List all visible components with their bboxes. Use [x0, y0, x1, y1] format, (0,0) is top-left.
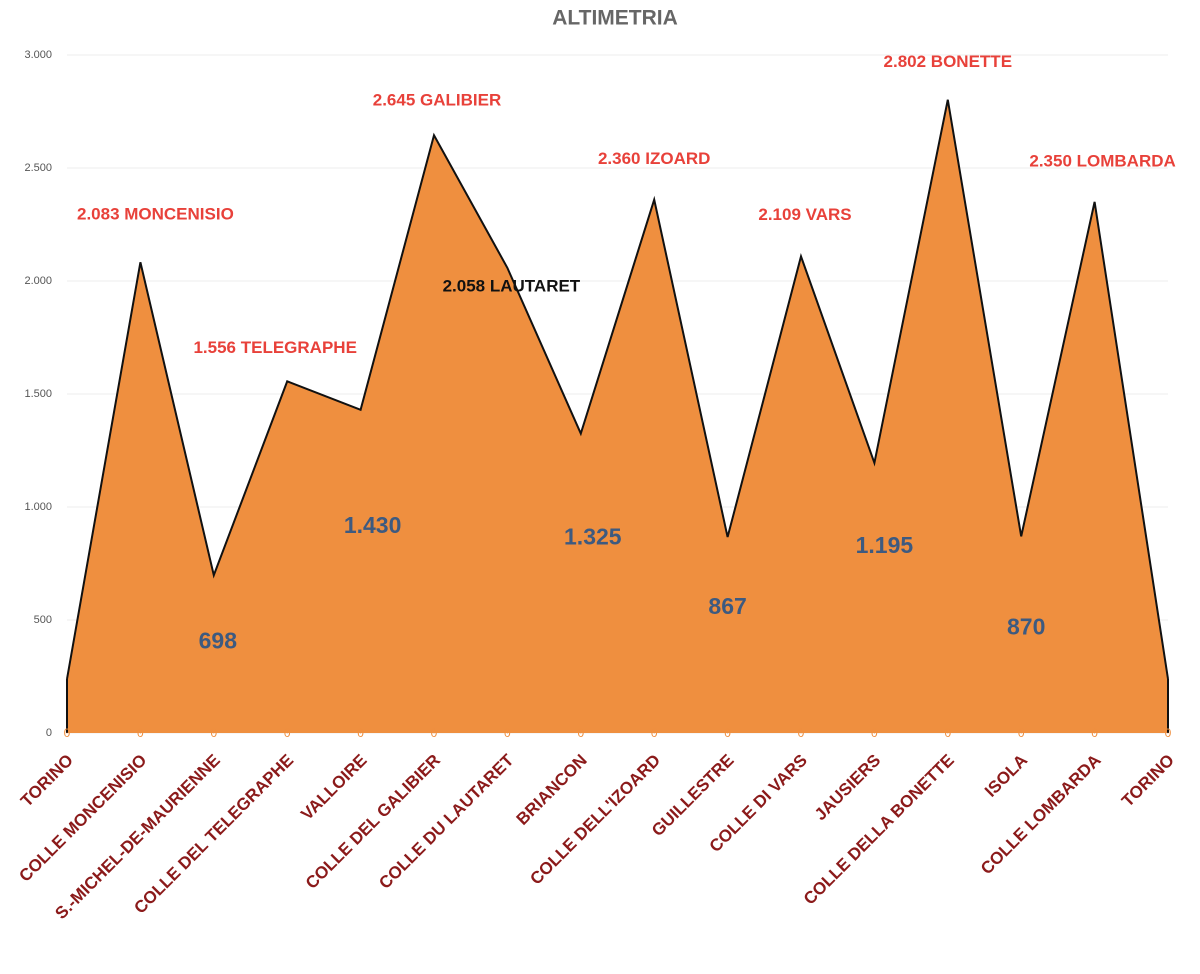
data-label: 1.430 — [344, 512, 402, 538]
data-label: 870 — [1007, 613, 1045, 639]
data-label: 1.325 — [564, 524, 622, 550]
data-label: 2.645 GALIBIER — [373, 91, 502, 110]
data-label: 2.083 MONCENISIO — [77, 205, 234, 224]
baseline-label: 0 — [1018, 726, 1025, 740]
data-label: 2.058 LAUTARET — [443, 276, 581, 295]
baseline-point — [139, 732, 141, 734]
data-label: 2.350 LOMBARDA — [1029, 151, 1175, 170]
baseline-point — [213, 732, 215, 734]
y-tick-label: 500 — [34, 614, 52, 626]
area — [67, 99, 1168, 734]
x-tick-label: ISOLA — [981, 751, 1031, 801]
data-label: 867 — [708, 593, 746, 619]
baseline-label: 0 — [431, 726, 438, 740]
baseline-label: 0 — [1165, 726, 1172, 740]
data-label: 1.556 TELEGRAPHE — [193, 338, 356, 357]
data-label: 698 — [199, 627, 238, 653]
x-tick-label: JAUSIERS — [811, 751, 885, 825]
y-tick-label: 3.000 — [24, 49, 52, 61]
x-tick-label: COLLE MONCENISIO — [15, 751, 150, 886]
y-tick-label: 2.000 — [24, 275, 52, 287]
baseline-point — [1094, 732, 1096, 734]
area-outline — [66, 99, 1169, 680]
x-tick-label: VALLOIRE — [297, 751, 370, 824]
baseline-label: 0 — [577, 726, 584, 740]
x-tick-label: TORINO — [1118, 751, 1178, 811]
baseline-point — [1020, 732, 1022, 734]
baseline-label: 0 — [798, 726, 805, 740]
x-tick-label: COLLE LOMBARDA — [977, 751, 1105, 879]
data-label: 1.195 — [856, 532, 914, 558]
baseline-label: 0 — [64, 726, 71, 740]
baseline-label: 0 — [137, 726, 144, 740]
baseline-label: 0 — [504, 726, 511, 740]
baseline-point — [653, 732, 655, 734]
chart-title: ALTIMETRIA — [552, 7, 678, 30]
baseline-point — [66, 732, 68, 734]
baseline-point — [286, 732, 288, 734]
y-tick-label: 0 — [46, 727, 52, 739]
baseline-point — [580, 732, 582, 734]
y-tick-label: 2.500 — [24, 162, 52, 174]
baseline-point — [1167, 732, 1169, 734]
x-tick-label: COLLE DELL'IZOARD — [526, 751, 664, 889]
baseline-label: 0 — [944, 726, 951, 740]
x-tick-label: COLLE DU LAUTARET — [375, 750, 518, 893]
baseline-label: 0 — [357, 726, 364, 740]
baseline-label: 0 — [284, 726, 291, 740]
baseline-label: 0 — [651, 726, 658, 740]
baseline-point — [947, 732, 949, 734]
x-tick-label: COLLE DEL GALIBIER — [302, 751, 444, 893]
baseline-label: 0 — [1091, 726, 1098, 740]
data-label: 2.109 VARS — [758, 205, 851, 224]
baseline-point — [800, 732, 802, 734]
x-tick-label: COLLE DEL TELEGRAPHE — [130, 751, 297, 918]
baseline-point — [727, 732, 729, 734]
baseline-point — [360, 732, 362, 734]
y-tick-label: 1.500 — [24, 388, 52, 400]
x-tick-label: TORINO — [17, 751, 77, 811]
baseline-point — [506, 732, 508, 734]
x-tick-label: COLLE DELLA BONETTE — [800, 751, 958, 909]
baseline-label: 0 — [210, 726, 217, 740]
x-tick-label: BRIANCON — [513, 751, 591, 829]
data-label: 2.360 IZOARD — [598, 149, 710, 168]
y-tick-label: 1.000 — [24, 501, 52, 513]
baseline-point — [433, 732, 435, 734]
baseline-label: 0 — [724, 726, 731, 740]
baseline-point — [873, 732, 875, 734]
baseline-label: 0 — [871, 726, 878, 740]
data-label: 2.802 BONETTE — [884, 52, 1013, 71]
